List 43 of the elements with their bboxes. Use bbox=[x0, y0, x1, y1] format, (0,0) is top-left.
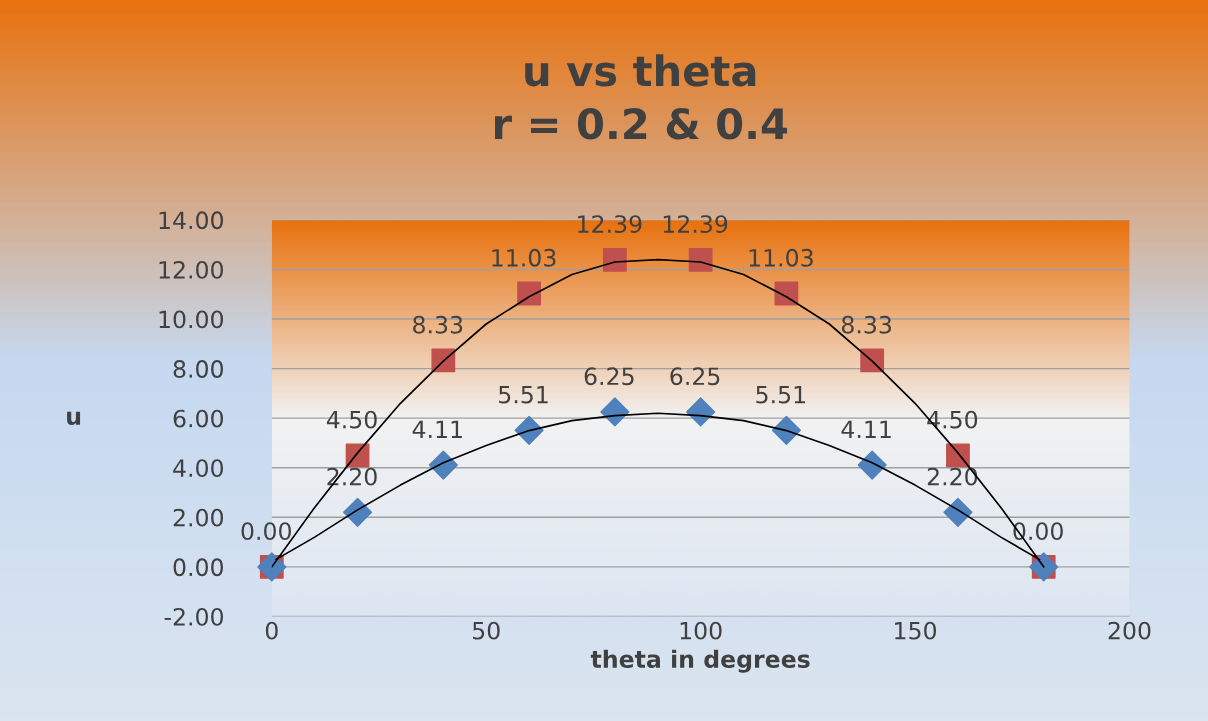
data-label: 12.39 bbox=[663, 215, 728, 234]
x-tick-label: 150 bbox=[895, 621, 937, 640]
point bbox=[688, 247, 713, 272]
x-tick-label: 50 bbox=[473, 621, 500, 640]
data-label: 5.51 bbox=[499, 385, 548, 404]
point bbox=[428, 450, 458, 480]
x-tick-label: 0 bbox=[265, 621, 278, 640]
point bbox=[514, 415, 544, 445]
point bbox=[857, 450, 887, 480]
x-axis-title: theta in degrees bbox=[590, 649, 810, 673]
point bbox=[943, 497, 973, 527]
data-label: 6.25 bbox=[670, 367, 720, 386]
data-label: 12.39 bbox=[578, 215, 642, 234]
point bbox=[600, 397, 630, 427]
y-tick-label: 6.00 bbox=[173, 409, 224, 428]
y-tick-label: -2.00 bbox=[164, 607, 224, 626]
data-label: 4.11 bbox=[412, 420, 462, 438]
x-tick-label: 200 bbox=[1108, 621, 1151, 640]
y-tick-label: 8.00 bbox=[173, 360, 224, 378]
y-axis-title: u bbox=[67, 411, 81, 426]
point bbox=[946, 443, 970, 468]
data-label: 8.33 bbox=[413, 315, 463, 334]
data-label: 4.50 bbox=[326, 410, 377, 429]
y-tick-label: 0.00 bbox=[173, 558, 224, 577]
y-tick-label: 14.00 bbox=[159, 211, 224, 230]
point bbox=[342, 497, 373, 527]
point bbox=[517, 281, 541, 306]
y-tick-label: 12.00 bbox=[159, 260, 224, 279]
y-tick-label: 2.00 bbox=[173, 508, 224, 527]
chart-title: u vs theta r = 0.2 & 0.4 bbox=[495, 54, 788, 140]
data-label: 11.03 bbox=[749, 248, 813, 267]
data-label: 8.33 bbox=[841, 315, 892, 334]
point bbox=[602, 247, 627, 272]
y-tick-label: 4.00 bbox=[173, 459, 224, 478]
y-tick-label: 10.00 bbox=[159, 310, 224, 329]
data-label: 2.20 bbox=[927, 467, 978, 486]
point bbox=[686, 397, 716, 427]
x-tick-label: 100 bbox=[680, 621, 722, 640]
data-label: 5.51 bbox=[756, 385, 805, 404]
data-label: 6.25 bbox=[584, 367, 634, 386]
data-label: 11.03 bbox=[492, 248, 556, 267]
data-label: 0.00 bbox=[241, 522, 291, 541]
data-label: 4.11 bbox=[841, 420, 891, 438]
